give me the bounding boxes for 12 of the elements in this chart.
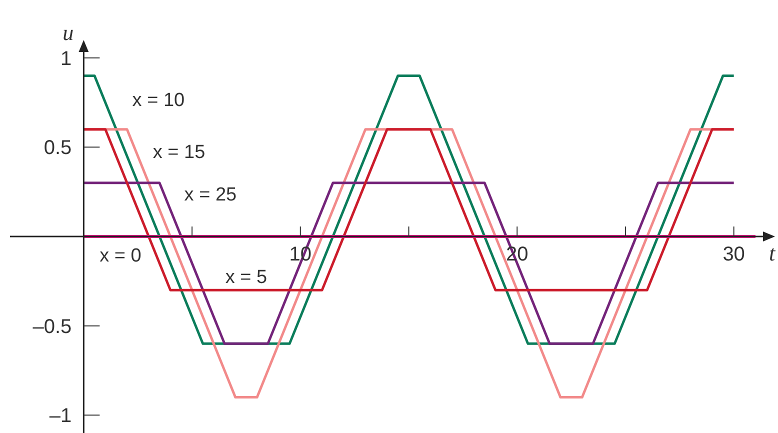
series-label: x = 15 <box>152 142 206 163</box>
series-label: x = 0 <box>100 245 142 266</box>
y-tick-label: 1 <box>60 48 72 70</box>
x-axis-title: t <box>769 240 776 266</box>
x-tick-label: 30 <box>722 244 745 266</box>
series-label: x = 10 <box>132 90 185 111</box>
y-tick-label: –1 <box>49 405 72 428</box>
y-tick-label: –0.5 <box>32 316 72 338</box>
y-axis-title: u <box>62 20 74 45</box>
series-label: x = 25 <box>184 184 237 206</box>
series-label: x = 5 <box>225 266 268 288</box>
y-tick-label: 0.5 <box>44 137 72 160</box>
